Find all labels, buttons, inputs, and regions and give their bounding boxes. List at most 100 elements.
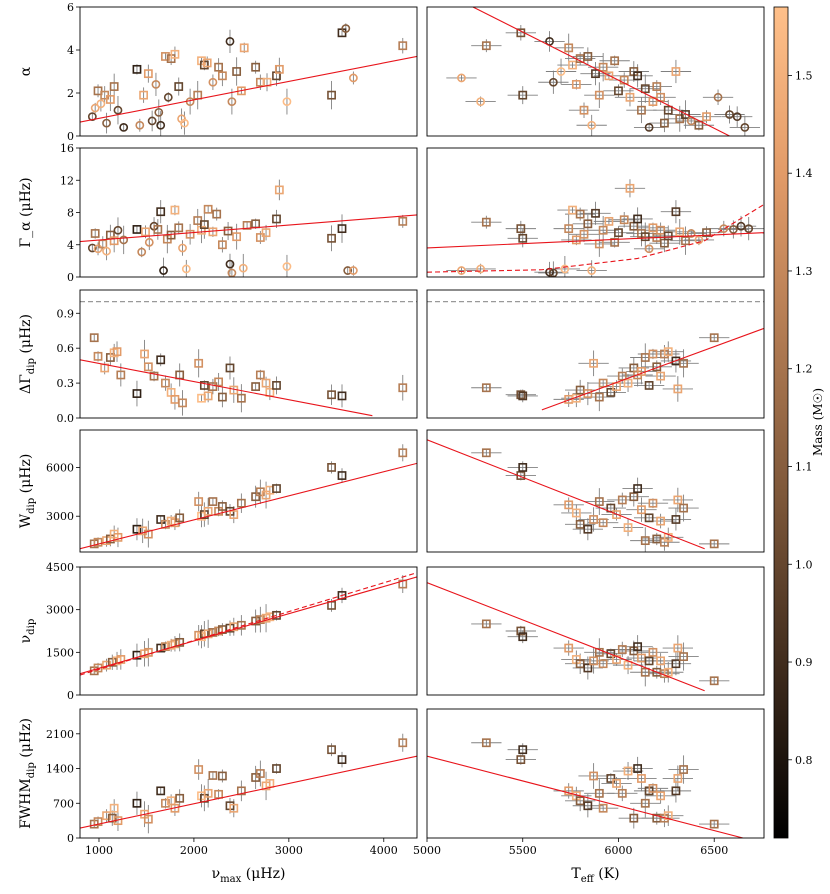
y-tick-label: 2100 — [46, 728, 74, 741]
data-point — [203, 788, 213, 798]
data-point — [93, 244, 103, 254]
data-point — [274, 185, 284, 195]
error-bar — [668, 494, 699, 522]
error-bar — [572, 47, 604, 66]
error-bar — [584, 231, 615, 257]
y-tick-label: 6000 — [46, 461, 74, 474]
fit-line — [80, 462, 417, 550]
data-point — [113, 225, 123, 235]
data-point — [137, 247, 147, 257]
y-tick-label: 8 — [67, 207, 74, 220]
y-axis-label: α — [18, 66, 34, 76]
error-bar — [633, 123, 665, 132]
data-point — [648, 349, 658, 359]
data-point — [637, 774, 646, 783]
data-point — [702, 112, 711, 122]
axes-frame — [426, 429, 765, 553]
data-point — [583, 663, 593, 673]
data-point — [481, 217, 491, 227]
data-point — [156, 355, 166, 365]
panel-r0-c1 — [426, 6, 765, 137]
data-point — [640, 536, 650, 546]
axes-frame — [426, 289, 765, 419]
data-point — [516, 755, 526, 765]
panel-r2-c1 — [426, 289, 765, 419]
data-point — [656, 516, 666, 526]
data-point — [217, 71, 227, 81]
data-point — [589, 358, 598, 368]
x-tick-label: 6000 — [604, 844, 632, 857]
data-point — [518, 391, 528, 401]
data-point — [568, 60, 577, 70]
data-point — [208, 77, 218, 87]
data-point — [694, 235, 704, 245]
error-bar — [645, 653, 676, 669]
panel-r5-c1: 5000 5500 6000 6500 Teff (K) — [413, 708, 765, 885]
data-point — [663, 532, 673, 542]
error-bar — [471, 383, 502, 392]
error-bar — [649, 114, 680, 133]
data-point — [633, 642, 643, 652]
data-point — [709, 539, 719, 549]
data-point — [640, 84, 650, 94]
error-bar — [633, 244, 665, 253]
data-point — [633, 71, 643, 81]
data-point — [154, 107, 164, 117]
data-point — [606, 387, 616, 397]
data-point — [598, 378, 608, 388]
data-point — [594, 647, 604, 657]
panel-r4-c1 — [426, 566, 765, 696]
data-point — [102, 811, 111, 821]
data-point — [113, 532, 123, 542]
data-point — [623, 660, 633, 670]
data-point — [719, 224, 729, 234]
data-point — [174, 223, 184, 233]
data-point — [663, 231, 673, 241]
data-point — [87, 112, 97, 122]
data-point — [598, 518, 608, 528]
data-point — [671, 786, 681, 796]
error-bar — [614, 179, 646, 198]
data-point — [612, 655, 621, 664]
data-point — [93, 817, 103, 827]
data-point — [648, 498, 658, 508]
data-point — [93, 537, 103, 547]
data-point — [481, 383, 491, 393]
colorbar: 0.8 0.9 1.0 1.1 1.2 1.3 1.4 1.5 Mass (M☉) — [773, 6, 825, 839]
error-bar — [568, 102, 600, 118]
data-point — [589, 656, 598, 666]
data-point — [571, 80, 581, 89]
fit-line — [80, 214, 417, 243]
data-point — [109, 803, 119, 813]
x-tick-label: 3000 — [275, 844, 303, 857]
y-tick-label: 1400 — [46, 763, 74, 776]
axes-frame — [79, 708, 418, 839]
data-point — [214, 62, 223, 72]
data-point — [518, 90, 528, 100]
axes-frame — [426, 6, 765, 137]
data-point — [709, 819, 719, 829]
data-point — [107, 657, 117, 667]
data-point — [144, 237, 154, 247]
error-bar — [660, 508, 692, 531]
data-point — [132, 524, 142, 534]
y-tick-label: 1500 — [46, 646, 74, 659]
data-point — [625, 92, 635, 102]
axes-frame — [79, 147, 418, 278]
error-bar — [699, 676, 730, 685]
data-point — [564, 500, 574, 510]
error-bar — [545, 58, 577, 85]
fit-line — [427, 755, 744, 838]
error-bar — [553, 33, 584, 63]
data-point — [648, 647, 658, 657]
data-point — [141, 227, 150, 237]
data-point — [337, 391, 347, 401]
data-point — [640, 798, 650, 808]
data-point — [617, 788, 627, 798]
error-bar — [587, 804, 619, 813]
data-point — [481, 738, 491, 748]
data-point — [102, 118, 111, 128]
data-point — [516, 224, 526, 234]
data-point — [644, 656, 654, 666]
data-point — [119, 235, 129, 245]
